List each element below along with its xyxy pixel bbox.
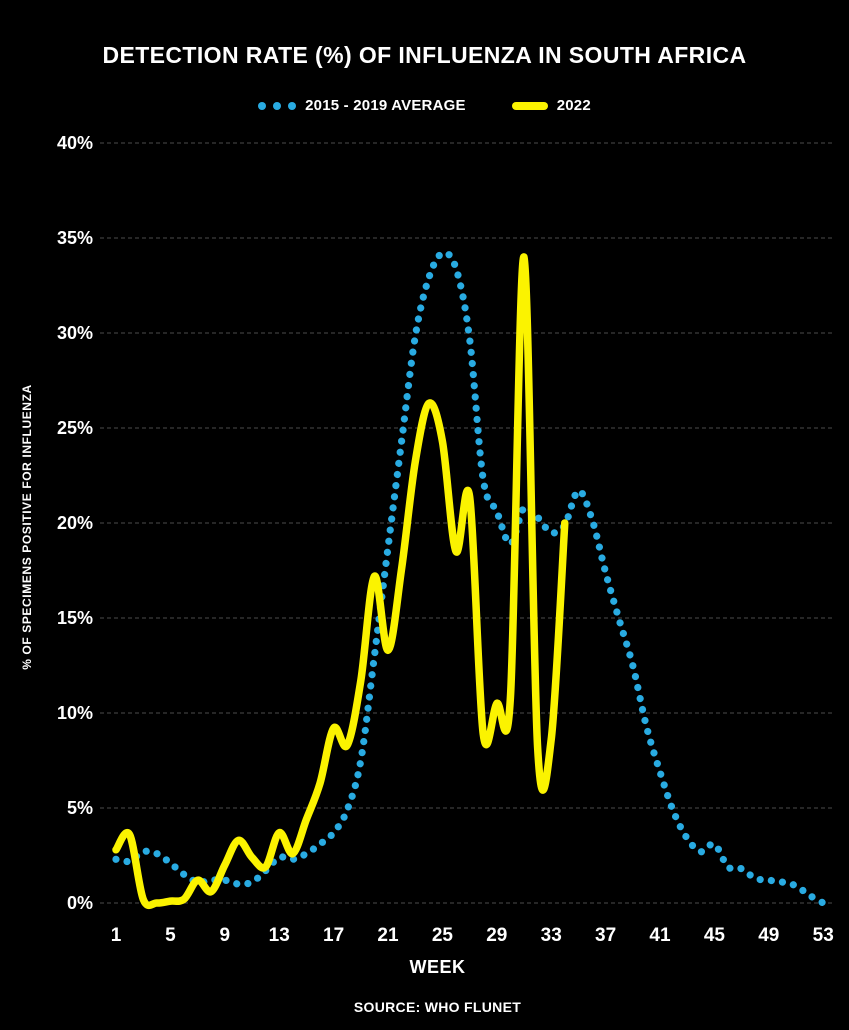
legend-line-swatch-icon [511,101,548,110]
y-axis-title: % OF SPECIMENS POSITIVE FOR INFLUENZA [20,384,34,670]
legend-dotted-swatch-icon [258,101,297,110]
x-tick-label: 49 [758,925,779,946]
x-tick-label: 53 [813,925,834,946]
x-tick-label: 41 [649,925,671,946]
series-2015-2019-average [112,249,827,907]
x-tick-label: 45 [704,925,726,946]
x-tick-label: 5 [165,925,176,946]
x-tick-label: 13 [269,925,290,946]
source-note: SOURCE: WHO FLUNET [353,999,522,1015]
legend-item-average: 2015 - 2019 AVERAGE [258,97,466,114]
y-tick-label: 25% [57,418,93,438]
x-tick-label: 33 [541,925,562,946]
series-2022 [112,253,569,910]
y-tick-label: 5% [67,798,93,818]
y-tick-label: 0% [67,893,93,913]
chart-title: DETECTION RATE (%) OF INFLUENZA IN SOUTH… [102,42,747,68]
y-tick-label: 30% [57,323,93,343]
x-axis-title: WEEK [409,957,466,977]
x-tick-label: 1 [111,925,122,946]
y-tick-label: 15% [57,608,93,628]
y-tick-label: 35% [57,228,93,248]
x-tick-label: 17 [323,925,344,946]
x-tick-label: 21 [377,925,399,946]
legend-item-2022: 2022 [511,97,591,114]
y-tick-label: 20% [57,513,93,533]
y-tick-label: 40% [57,133,93,153]
x-tick-label: 25 [432,925,454,946]
legend-label-average: 2015 - 2019 AVERAGE [305,97,466,114]
x-tick-label: 9 [220,925,231,946]
y-tick-label: 10% [57,703,93,723]
x-tick-label: 37 [595,925,616,946]
legend-label-2022: 2022 [556,97,591,114]
legend: 2015 - 2019 AVERAGE 2022 [0,97,849,114]
x-tick-label: 29 [486,925,507,946]
